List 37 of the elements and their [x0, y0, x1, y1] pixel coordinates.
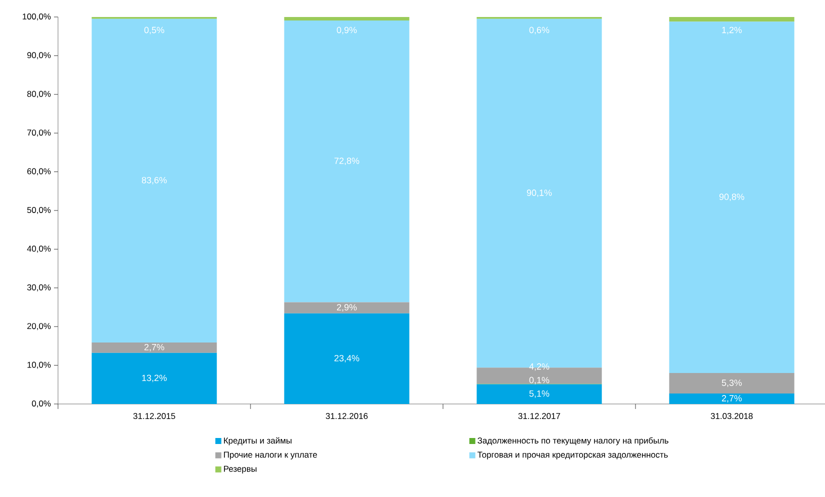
- data-label: 90,1%: [526, 190, 552, 197]
- y-tick-label: 100,0%: [22, 13, 51, 21]
- data-label: 83,6%: [142, 176, 167, 184]
- x-tick-label: 31.12.2015: [133, 413, 176, 420]
- data-label: 2,7%: [144, 344, 164, 352]
- data-label: 1,2%: [722, 26, 742, 34]
- data-label: 5,3%: [722, 380, 742, 388]
- legend-label: Задолженность по текущему налогу на прибыль: [478, 437, 668, 446]
- data-label: 0,9%: [336, 26, 357, 34]
- y-tick-label: 50,0%: [27, 206, 51, 214]
- data-label: 23,4%: [334, 354, 360, 362]
- data-label: 0,6%: [529, 26, 550, 34]
- legend-label: Торговая и прочая кредиторская задолженность: [478, 452, 668, 460]
- x-tick-label: 31.12.2017: [518, 413, 560, 420]
- y-tick-label: 60,0%: [27, 168, 51, 176]
- y-tick-label: 0,0%: [32, 400, 51, 408]
- y-tick-label: 10,0%: [28, 362, 51, 369]
- legend-label: Резервы: [224, 466, 256, 474]
- data-label: 2,9%: [336, 304, 357, 312]
- y-tick-label: 70,0%: [27, 130, 51, 137]
- x-tick-label: 31.03.2018: [710, 413, 753, 420]
- y-tick-label: 30,0%: [27, 284, 51, 292]
- y-tick-label: 80,0%: [27, 90, 51, 98]
- data-label: 2,7%: [722, 395, 742, 402]
- data-label: 4,2%: [529, 363, 550, 371]
- data-label: 90,8%: [719, 194, 744, 202]
- y-tick-label: 40,0%: [27, 246, 51, 253]
- legend-label: Кредиты и займы: [224, 437, 292, 446]
- y-tick-label: 90,0%: [27, 52, 51, 60]
- y-tick-label: 20,0%: [27, 323, 51, 330]
- data-label: 72,8%: [334, 158, 360, 166]
- x-tick-label: 31.12.2016: [326, 413, 368, 420]
- data-label: 0,5%: [144, 26, 164, 34]
- data-label: 5,1%: [529, 390, 550, 398]
- data-label: 13,2%: [142, 374, 167, 382]
- data-label: 0,1%: [529, 376, 550, 384]
- legend-label: Прочие налоги к уплате: [224, 452, 317, 460]
